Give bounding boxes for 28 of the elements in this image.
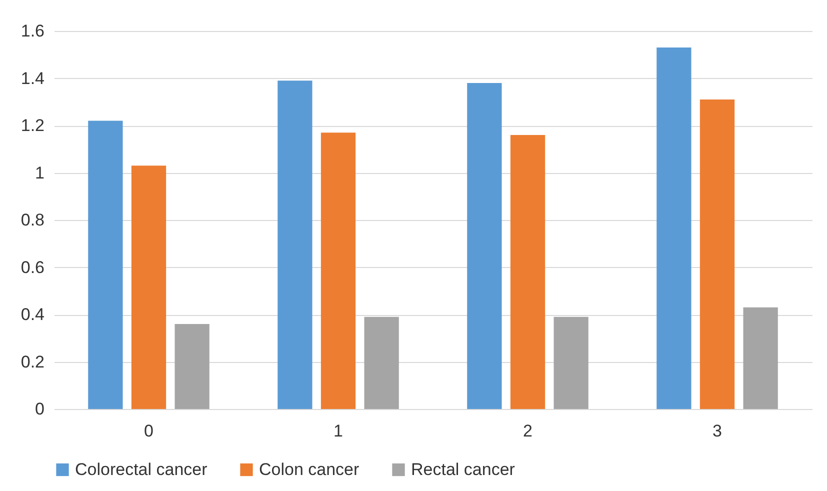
y-tick-label: 1 [35, 163, 44, 182]
bar [743, 307, 778, 409]
x-tick-label: 3 [712, 422, 722, 440]
y-tick-label: 1.6 [20, 22, 44, 40]
y-tick-label: 0.6 [20, 258, 44, 277]
bar [467, 82, 502, 409]
bar [554, 316, 588, 409]
bar [320, 132, 356, 409]
legend-label: Colorectal cancer [75, 460, 208, 479]
bar [278, 80, 312, 409]
y-tick-label: 1.4 [20, 68, 44, 88]
bar [131, 166, 166, 409]
bar [364, 316, 399, 409]
legend-label: Rectal cancer [411, 460, 516, 479]
x-tick-label: 2 [523, 422, 532, 440]
bar [88, 120, 123, 409]
x-tick-label: 1 [334, 422, 343, 440]
y-tick-label: 1.2 [20, 116, 44, 135]
bar [656, 48, 692, 409]
y-tick-label: 0.2 [20, 352, 44, 372]
y-tick-label: 0.4 [20, 305, 44, 324]
y-tick-label: 0 [35, 400, 44, 418]
legend-label: Colon cancer [259, 460, 360, 479]
y-tick-label: 0.8 [20, 210, 44, 230]
bar [174, 324, 210, 409]
bar [700, 100, 735, 409]
x-tick-label: 0 [144, 422, 154, 440]
bar [510, 134, 546, 409]
